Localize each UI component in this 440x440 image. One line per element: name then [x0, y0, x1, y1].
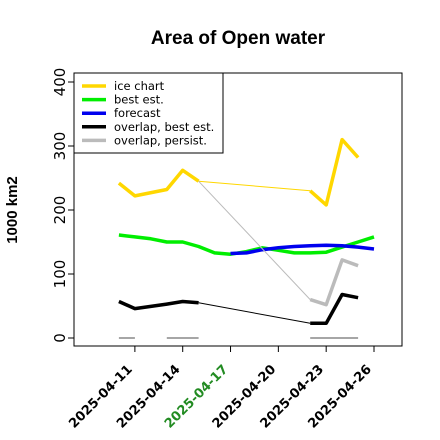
y-tick-label: 0: [51, 333, 69, 343]
legend-label: overlap, best est.: [114, 120, 214, 134]
legend-label: best est.: [114, 93, 164, 107]
legend-label: ice chart: [114, 79, 165, 93]
series-line: [309, 258, 359, 307]
series-line: [230, 243, 375, 256]
series-line: [310, 292, 359, 326]
series-line: [198, 180, 311, 300]
legend-label: overlap, persist.: [114, 133, 207, 147]
series-line: [117, 168, 200, 198]
legend-label: forecast: [114, 106, 161, 120]
series-line: [198, 302, 311, 324]
y-tick-label: 400: [51, 68, 69, 97]
series-line: [198, 180, 311, 192]
y-tick-label: 200: [51, 196, 69, 225]
series-layer: [117, 137, 375, 339]
y-axis-label: 1000 km2: [4, 176, 21, 244]
y-tick-label: 300: [51, 132, 69, 161]
series-line: [118, 299, 199, 311]
chart-title: Area of Open water: [151, 28, 326, 49]
y-tick-label: 100: [51, 260, 69, 289]
series-line: [309, 137, 360, 207]
